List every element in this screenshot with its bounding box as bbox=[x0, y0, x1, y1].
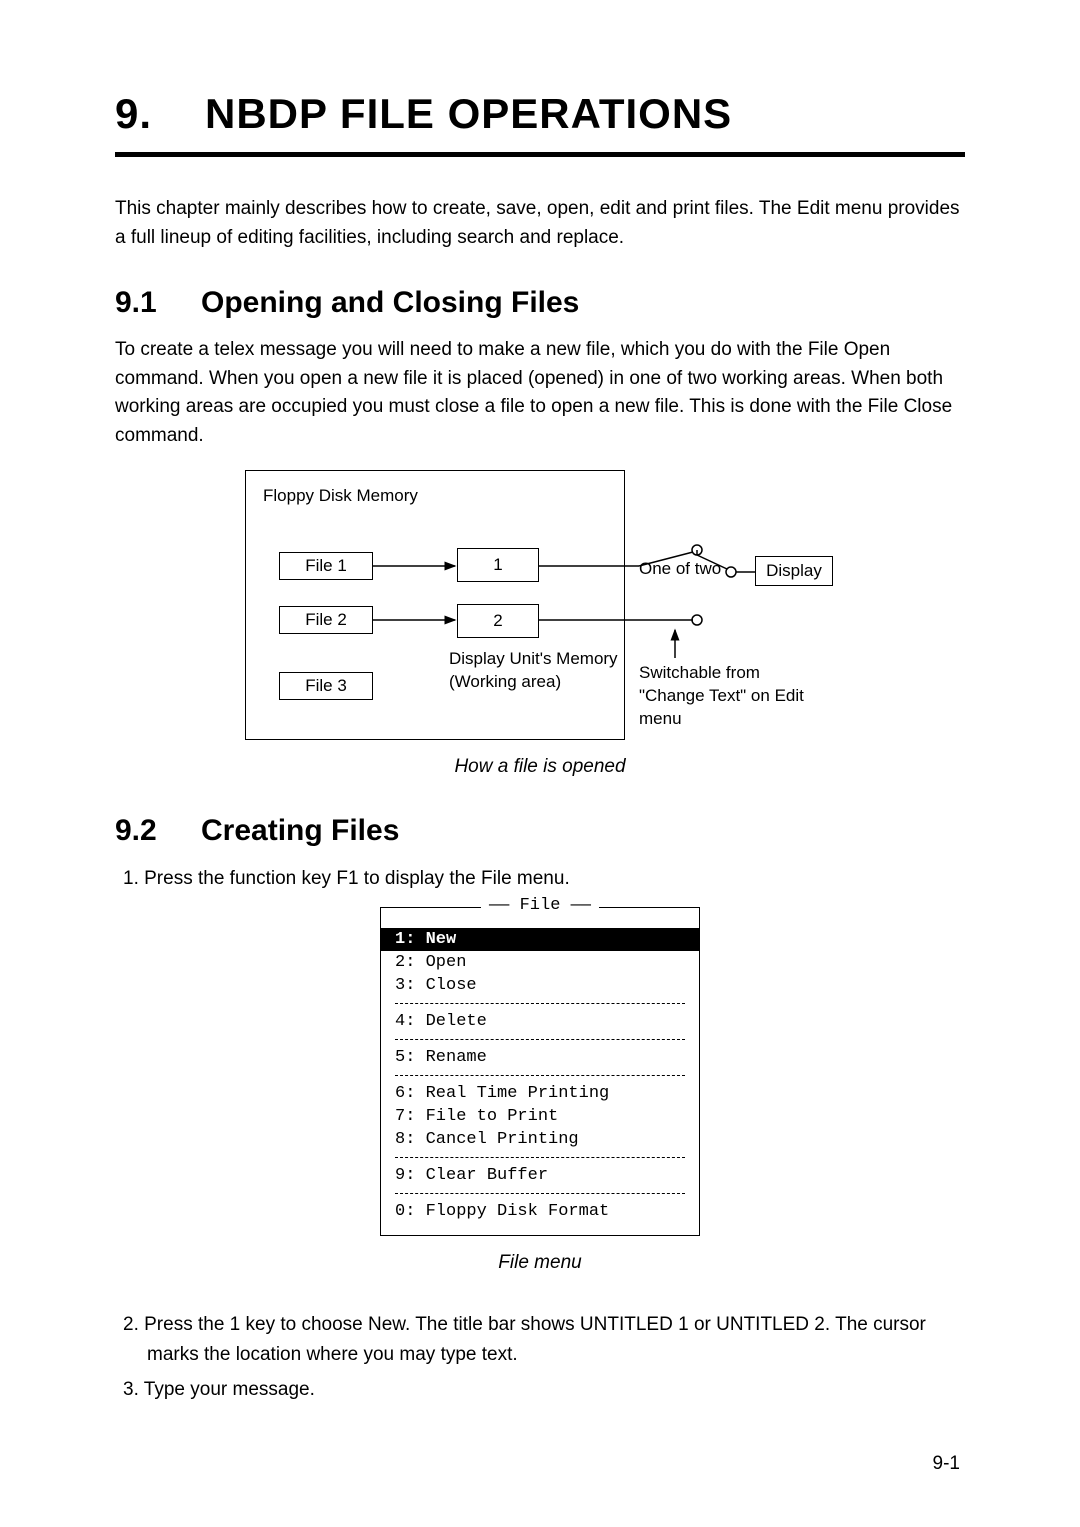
file-menu-box: —— File —— 1: New 2: Open 3: Close 4: De… bbox=[380, 907, 700, 1236]
working-area-1: 1 bbox=[457, 548, 539, 582]
menu-item-delete[interactable]: 4: Delete bbox=[381, 1010, 699, 1033]
section-9-1-number: 9.1 bbox=[115, 286, 201, 320]
chapter-title-text: NBDP FILE OPERATIONS bbox=[205, 90, 732, 137]
menu-item-open[interactable]: 2: Open bbox=[381, 951, 699, 974]
chapter-number: 9. bbox=[115, 90, 205, 138]
step-3: 3. Type your message. bbox=[115, 1375, 965, 1404]
file-menu-title: —— File —— bbox=[481, 896, 599, 915]
section-9-1-title: 9.1Opening and Closing Files bbox=[115, 286, 965, 320]
file2-box: File 2 bbox=[279, 606, 373, 634]
section-9-2-number: 9.2 bbox=[115, 814, 201, 848]
section-9-2-title: 9.2Creating Files bbox=[115, 814, 965, 848]
working-area-2: 2 bbox=[457, 604, 539, 638]
figure1-caption: How a file is opened bbox=[115, 756, 965, 778]
intro-paragraph: This chapter mainly describes how to cre… bbox=[115, 195, 965, 252]
page-number: 9-1 bbox=[933, 1453, 960, 1475]
menu-divider bbox=[395, 1157, 685, 1158]
diagram-file-open: Floppy Disk Memory File 1 File 2 File 3 … bbox=[245, 470, 835, 740]
step-2: 2. Press the 1 key to choose New. The ti… bbox=[115, 1310, 965, 1369]
menu-item-cancel-printing[interactable]: 8: Cancel Printing bbox=[381, 1128, 699, 1151]
floppy-label: Floppy Disk Memory bbox=[263, 486, 418, 506]
menu-item-new[interactable]: 1: New bbox=[381, 928, 699, 951]
file3-box: File 3 bbox=[279, 672, 373, 700]
one-of-two-label: One of two bbox=[639, 558, 729, 581]
menu-item-clear-buffer[interactable]: 9: Clear Buffer bbox=[381, 1164, 699, 1187]
display-box: Display bbox=[755, 556, 833, 586]
menu-item-realtime-printing[interactable]: 6: Real Time Printing bbox=[381, 1082, 699, 1105]
switchable-label: Switchable from "Change Text" on Edit me… bbox=[639, 662, 819, 731]
menu-divider bbox=[395, 1039, 685, 1040]
menu-divider bbox=[395, 1075, 685, 1076]
menu-divider bbox=[395, 1003, 685, 1004]
file-menu-title-text: File bbox=[520, 896, 561, 915]
menu-item-file-to-print[interactable]: 7: File to Print bbox=[381, 1105, 699, 1128]
memory-label: Display Unit's Memory (Working area) bbox=[449, 648, 619, 694]
section-9-1-text: Opening and Closing Files bbox=[201, 286, 579, 319]
menu-item-rename[interactable]: 5: Rename bbox=[381, 1046, 699, 1069]
menu-item-close[interactable]: 3: Close bbox=[381, 974, 699, 997]
menu-item-floppy-format[interactable]: 0: Floppy Disk Format bbox=[381, 1200, 699, 1223]
file1-box: File 1 bbox=[279, 552, 373, 580]
chapter-title: 9.NBDP FILE OPERATIONS bbox=[115, 90, 965, 157]
step-1: 1. Press the function key F1 to display … bbox=[115, 864, 965, 893]
figure2-caption: File menu bbox=[115, 1252, 965, 1274]
menu-divider bbox=[395, 1193, 685, 1194]
section-9-1-body: To create a telex message you will need … bbox=[115, 336, 965, 450]
section-9-2-text: Creating Files bbox=[201, 814, 399, 847]
